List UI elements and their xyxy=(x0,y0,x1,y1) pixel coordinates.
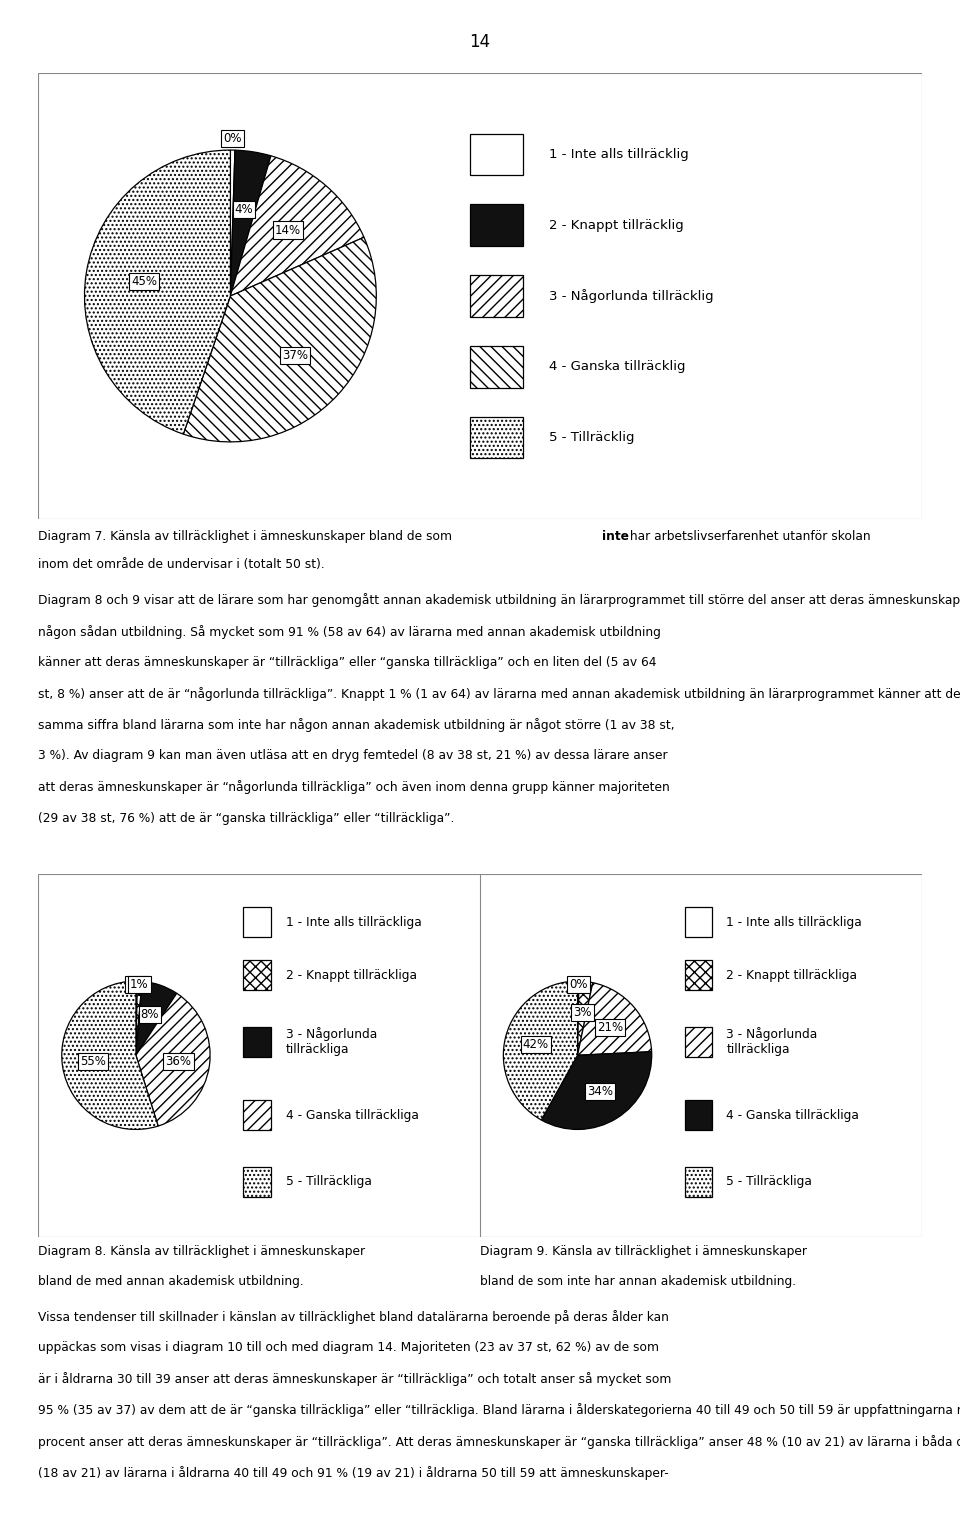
Wedge shape xyxy=(61,981,158,1129)
Text: 55%: 55% xyxy=(81,1055,107,1069)
Text: inom det område de undervisar i (totalt 50 st).: inom det område de undervisar i (totalt … xyxy=(38,559,325,571)
Wedge shape xyxy=(578,981,592,1055)
Text: 4%: 4% xyxy=(234,203,253,217)
Text: Diagram 8 och 9 visar att de lärare som har genomgått annan akademisk utbildning: Diagram 8 och 9 visar att de lärare som … xyxy=(38,593,960,607)
FancyBboxPatch shape xyxy=(243,907,272,937)
Text: 3 %). Av diagram 9 kan man även utläsa att en dryg femtedel (8 av 38 st, 21 %) a: 3 %). Av diagram 9 kan man även utläsa a… xyxy=(38,749,668,763)
Text: 21%: 21% xyxy=(597,1020,623,1034)
Text: 45%: 45% xyxy=(131,276,157,288)
FancyBboxPatch shape xyxy=(243,1167,272,1196)
Text: 3 - Någorlunda
tillräckliga: 3 - Någorlunda tillräckliga xyxy=(286,1028,377,1057)
FancyBboxPatch shape xyxy=(684,960,712,990)
Text: 34%: 34% xyxy=(588,1086,613,1098)
FancyBboxPatch shape xyxy=(243,960,272,990)
Text: 0%: 0% xyxy=(128,978,146,992)
Text: 2 - Knappt tillräckliga: 2 - Knappt tillräckliga xyxy=(727,969,857,981)
Wedge shape xyxy=(136,981,177,1055)
Text: att deras ämneskunskaper är “någorlunda tillräckliga” och även inom denna grupp : att deras ämneskunskaper är “någorlunda … xyxy=(38,781,670,795)
Text: 14%: 14% xyxy=(275,224,301,236)
Text: Diagram 7. Känsla av tillräcklighet i ämneskunskaper bland de som: Diagram 7. Känsla av tillräcklighet i äm… xyxy=(38,530,456,542)
Text: Vissa tendenser till skillnader i känslan av tillräcklighet bland datalärarna be: Vissa tendenser till skillnader i känsla… xyxy=(38,1310,669,1323)
Text: bland de som inte har annan akademisk utbildning.: bland de som inte har annan akademisk ut… xyxy=(480,1275,796,1288)
Text: 3%: 3% xyxy=(573,1005,591,1019)
Text: (18 av 21) av lärarna i åldrarna 40 till 49 och 91 % (19 av 21) i åldrarna 50 ti: (18 av 21) av lärarna i åldrarna 40 till… xyxy=(38,1466,669,1479)
Text: 36%: 36% xyxy=(165,1055,192,1067)
FancyBboxPatch shape xyxy=(469,133,522,176)
FancyBboxPatch shape xyxy=(684,1026,712,1057)
FancyBboxPatch shape xyxy=(469,347,522,388)
Text: 1%: 1% xyxy=(131,978,149,992)
Text: (29 av 38 st, 76 %) att de är “ganska tillräckliga” eller “tillräckliga”.: (29 av 38 st, 76 %) att de är “ganska ti… xyxy=(38,812,455,825)
Text: 0%: 0% xyxy=(569,978,588,992)
Text: 4 - Ganska tillräcklig: 4 - Ganska tillräcklig xyxy=(549,360,685,374)
FancyBboxPatch shape xyxy=(243,1101,272,1129)
Text: 2 - Knappt tillräcklig: 2 - Knappt tillräcklig xyxy=(549,218,684,232)
Text: 2 - Knappt tillräckliga: 2 - Knappt tillräckliga xyxy=(286,969,417,981)
Text: någon sådan utbildning. Så mycket som 91 % (58 av 64) av lärarna med annan akade: någon sådan utbildning. Så mycket som 91… xyxy=(38,625,661,639)
FancyBboxPatch shape xyxy=(469,204,522,247)
Text: känner att deras ämneskunskaper är “tillräckliga” eller “ganska tillräckliga” oc: känner att deras ämneskunskaper är “till… xyxy=(38,656,657,669)
FancyBboxPatch shape xyxy=(469,416,522,459)
Text: 4 - Ganska tillräckliga: 4 - Ganska tillräckliga xyxy=(727,1108,859,1122)
Text: 14: 14 xyxy=(469,33,491,50)
Text: 37%: 37% xyxy=(282,348,308,362)
Wedge shape xyxy=(578,981,579,1055)
Text: 95 % (35 av 37) av dem att de är “ganska tillräckliga” eller “tillräckliga. Blan: 95 % (35 av 37) av dem att de är “ganska… xyxy=(38,1403,960,1417)
Text: Diagram 8. Känsla av tillräcklighet i ämneskunskaper: Diagram 8. Känsla av tillräcklighet i äm… xyxy=(38,1245,366,1258)
Text: 1 - Inte alls tillräcklig: 1 - Inte alls tillräcklig xyxy=(549,148,689,160)
Text: 5 - Tillräcklig: 5 - Tillräcklig xyxy=(549,431,635,444)
Text: 0%: 0% xyxy=(224,132,242,145)
Wedge shape xyxy=(578,983,652,1055)
Wedge shape xyxy=(84,150,230,435)
Wedge shape xyxy=(136,981,137,1055)
FancyBboxPatch shape xyxy=(684,1167,712,1196)
Wedge shape xyxy=(503,981,578,1120)
Text: 42%: 42% xyxy=(523,1039,549,1051)
Text: 3 - Någorlunda tillräcklig: 3 - Någorlunda tillräcklig xyxy=(549,289,713,303)
Text: 1 - Inte alls tillräckliga: 1 - Inte alls tillräckliga xyxy=(727,916,862,928)
Wedge shape xyxy=(230,156,364,297)
Text: är i åldrarna 30 till 39 anser att deras ämneskunskaper är “tillräckliga” och to: är i åldrarna 30 till 39 anser att deras… xyxy=(38,1372,672,1385)
Wedge shape xyxy=(230,150,235,297)
Text: 3 - Någorlunda
tillräckliga: 3 - Någorlunda tillräckliga xyxy=(727,1028,818,1057)
Text: 1 - Inte alls tillräckliga: 1 - Inte alls tillräckliga xyxy=(286,916,421,928)
Text: Diagram 9. Känsla av tillräcklighet i ämneskunskaper: Diagram 9. Känsla av tillräcklighet i äm… xyxy=(480,1245,807,1258)
Wedge shape xyxy=(183,238,376,442)
Text: samma siffra bland lärarna som inte har någon annan akademisk utbildning är någo: samma siffra bland lärarna som inte har … xyxy=(38,718,675,733)
Text: har arbetslivserfarenhet utanför skolan: har arbetslivserfarenhet utanför skolan xyxy=(626,530,871,542)
Text: bland de med annan akademisk utbildning.: bland de med annan akademisk utbildning. xyxy=(38,1275,304,1288)
FancyBboxPatch shape xyxy=(684,907,712,937)
Text: st, 8 %) anser att de är “någorlunda tillräckliga”. Knappt 1 % (1 av 64) av lära: st, 8 %) anser att de är “någorlunda til… xyxy=(38,687,960,701)
Text: 5 - Tillräckliga: 5 - Tillräckliga xyxy=(286,1175,372,1188)
Wedge shape xyxy=(541,1052,652,1129)
Wedge shape xyxy=(136,993,210,1126)
Text: 5 - Tillräckliga: 5 - Tillräckliga xyxy=(727,1175,812,1188)
FancyBboxPatch shape xyxy=(243,1026,272,1057)
Text: procent anser att deras ämneskunskaper är “tillräckliga”. Att deras ämneskunskap: procent anser att deras ämneskunskaper ä… xyxy=(38,1435,960,1449)
Text: 8%: 8% xyxy=(141,1008,159,1020)
Text: 4 - Ganska tillräckliga: 4 - Ganska tillräckliga xyxy=(286,1108,419,1122)
Wedge shape xyxy=(230,150,271,297)
FancyBboxPatch shape xyxy=(469,276,522,316)
FancyBboxPatch shape xyxy=(684,1101,712,1129)
Text: inte: inte xyxy=(602,530,629,542)
Text: uppäckas som visas i diagram 10 till och med diagram 14. Majoriteten (23 av 37 s: uppäckas som visas i diagram 10 till och… xyxy=(38,1341,660,1354)
Wedge shape xyxy=(136,981,142,1055)
